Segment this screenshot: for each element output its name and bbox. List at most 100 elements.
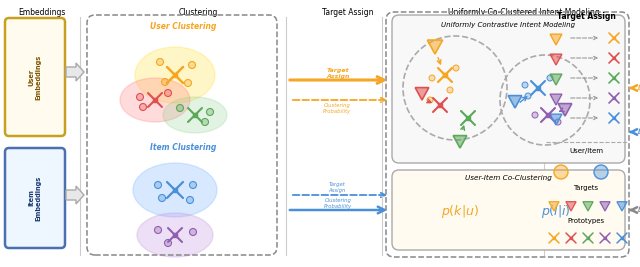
Ellipse shape <box>135 47 215 103</box>
Polygon shape <box>550 54 562 65</box>
Text: User Clustering: User Clustering <box>150 22 216 31</box>
Polygon shape <box>550 94 562 105</box>
FancyBboxPatch shape <box>5 18 65 136</box>
Circle shape <box>140 104 147 111</box>
Bar <box>173 188 177 192</box>
Bar <box>173 73 177 77</box>
Bar <box>613 57 615 59</box>
Text: Uniformly Contrastive Intent Modeling: Uniformly Contrastive Intent Modeling <box>441 22 575 28</box>
Text: $p(l|i)$: $p(l|i)$ <box>541 203 571 221</box>
Bar <box>613 77 615 79</box>
Circle shape <box>522 82 528 88</box>
Text: $\mathcal{L}_{MI}$: $\mathcal{L}_{MI}$ <box>636 204 640 216</box>
Text: Target
Assign: Target Assign <box>326 68 349 79</box>
Circle shape <box>154 226 161 234</box>
Bar <box>444 73 447 77</box>
Circle shape <box>429 75 435 81</box>
FancyBboxPatch shape <box>392 15 625 163</box>
Bar <box>536 87 540 89</box>
Circle shape <box>453 65 459 71</box>
Text: Embeddings: Embeddings <box>19 8 66 17</box>
Polygon shape <box>550 34 562 45</box>
Ellipse shape <box>441 103 489 133</box>
Bar <box>193 113 196 116</box>
Bar <box>613 97 615 99</box>
Bar <box>613 117 615 119</box>
Bar <box>547 113 550 116</box>
Circle shape <box>159 194 166 202</box>
Circle shape <box>554 165 568 179</box>
Circle shape <box>154 182 161 189</box>
Text: Target Assign: Target Assign <box>323 8 374 17</box>
Polygon shape <box>566 202 576 211</box>
Text: Targets: Targets <box>573 185 598 191</box>
Text: $p(k|u)$: $p(k|u)$ <box>441 203 479 221</box>
Circle shape <box>184 80 191 87</box>
Polygon shape <box>415 88 429 100</box>
Text: Item
Embeddings: Item Embeddings <box>28 175 42 221</box>
Circle shape <box>202 119 209 125</box>
Circle shape <box>532 112 538 118</box>
Circle shape <box>547 75 553 81</box>
Bar <box>553 237 555 239</box>
Circle shape <box>136 93 143 100</box>
Ellipse shape <box>516 71 564 105</box>
Circle shape <box>555 119 561 125</box>
Bar <box>154 99 157 101</box>
Circle shape <box>161 78 168 85</box>
Ellipse shape <box>120 78 190 122</box>
Circle shape <box>189 229 196 235</box>
Ellipse shape <box>525 100 571 130</box>
FancyBboxPatch shape <box>5 148 65 248</box>
Circle shape <box>157 58 163 65</box>
Text: User-Item Co-Clustering: User-Item Co-Clustering <box>465 175 552 181</box>
Polygon shape <box>558 104 572 116</box>
Text: Target
Assign: Target Assign <box>328 182 346 193</box>
Circle shape <box>594 165 608 179</box>
Text: Clustering: Clustering <box>179 8 218 17</box>
Text: Prototypes: Prototypes <box>568 218 605 224</box>
Circle shape <box>447 87 453 93</box>
Polygon shape <box>428 40 443 54</box>
Bar <box>570 237 572 239</box>
Text: Target Assign: Target Assign <box>557 12 616 21</box>
Text: Item Clustering: Item Clustering <box>150 143 216 152</box>
Circle shape <box>525 93 531 99</box>
Bar <box>467 116 470 120</box>
Circle shape <box>164 239 172 246</box>
Ellipse shape <box>415 89 465 121</box>
Polygon shape <box>583 202 593 211</box>
Circle shape <box>189 182 196 189</box>
Text: $\mathcal{L}^{U}_{UCL}$: $\mathcal{L}^{U}_{UCL}$ <box>636 80 640 96</box>
Polygon shape <box>550 114 562 125</box>
Circle shape <box>177 104 184 112</box>
Ellipse shape <box>163 97 227 133</box>
Polygon shape <box>550 74 562 85</box>
Text: User
Embeddings: User Embeddings <box>28 54 42 100</box>
Circle shape <box>189 61 195 69</box>
Text: User/Item: User/Item <box>569 148 603 154</box>
FancyBboxPatch shape <box>392 170 625 250</box>
Bar <box>173 233 177 237</box>
Bar <box>587 237 589 239</box>
Bar <box>621 237 623 239</box>
Polygon shape <box>549 202 559 211</box>
Text: $\mathcal{L}^{I}_{UCL}$: $\mathcal{L}^{I}_{UCL}$ <box>636 124 640 140</box>
Ellipse shape <box>137 213 213 257</box>
Circle shape <box>427 97 433 103</box>
Text: Clustering
Probability: Clustering Probability <box>324 198 352 209</box>
Bar <box>438 103 442 107</box>
Polygon shape <box>508 96 522 108</box>
Circle shape <box>207 108 214 116</box>
Polygon shape <box>453 136 467 148</box>
Text: Clustering
Probability: Clustering Probability <box>323 103 351 114</box>
Polygon shape <box>600 202 610 211</box>
Polygon shape <box>66 186 84 204</box>
Polygon shape <box>66 63 84 81</box>
Text: Uniformly Co-Clustered Intent Modeling: Uniformly Co-Clustered Intent Modeling <box>448 8 600 17</box>
Polygon shape <box>617 202 627 211</box>
Circle shape <box>164 89 172 96</box>
Bar <box>604 237 606 239</box>
Bar <box>613 37 615 39</box>
Ellipse shape <box>133 163 217 217</box>
